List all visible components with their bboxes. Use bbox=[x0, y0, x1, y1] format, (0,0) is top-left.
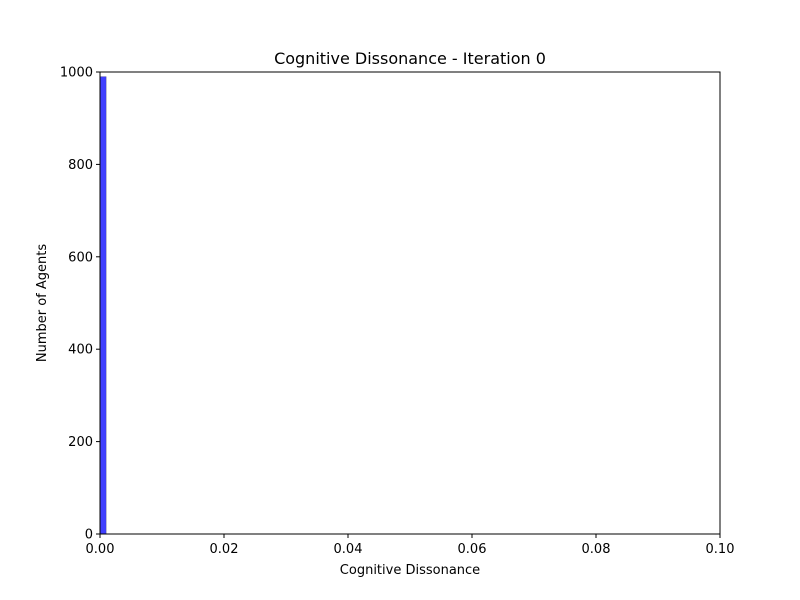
y-tick-label: 1000 bbox=[60, 66, 93, 81]
x-tick-label: 0.04 bbox=[334, 542, 363, 557]
x-axis-label: Cognitive Dissonance bbox=[340, 563, 480, 578]
y-tick-label: 600 bbox=[68, 250, 93, 265]
y-tick-label: 800 bbox=[68, 158, 93, 173]
axes-frame bbox=[99, 71, 721, 535]
y-tick-label: 400 bbox=[68, 343, 93, 358]
x-tick-label: 0.02 bbox=[210, 542, 239, 557]
chart-title: Cognitive Dissonance - Iteration 0 bbox=[274, 49, 546, 68]
y-tick-label: 0 bbox=[85, 528, 93, 543]
x-tick-label: 0.00 bbox=[86, 542, 115, 557]
y-axis-label: Number of Agents bbox=[35, 244, 50, 362]
x-tick-label: 0.10 bbox=[706, 542, 735, 557]
x-tick-label: 0.06 bbox=[458, 542, 487, 557]
histogram-bar-0 bbox=[99, 76, 107, 535]
y-tick-label: 200 bbox=[68, 435, 93, 450]
y-axis-ticks: 0 200 400 600 800 1000 bbox=[60, 66, 100, 543]
x-axis-ticks: 0.00 0.02 0.04 0.06 0.08 0.10 bbox=[86, 534, 735, 557]
histogram-bars bbox=[99, 76, 107, 535]
x-tick-label: 0.08 bbox=[582, 542, 611, 557]
